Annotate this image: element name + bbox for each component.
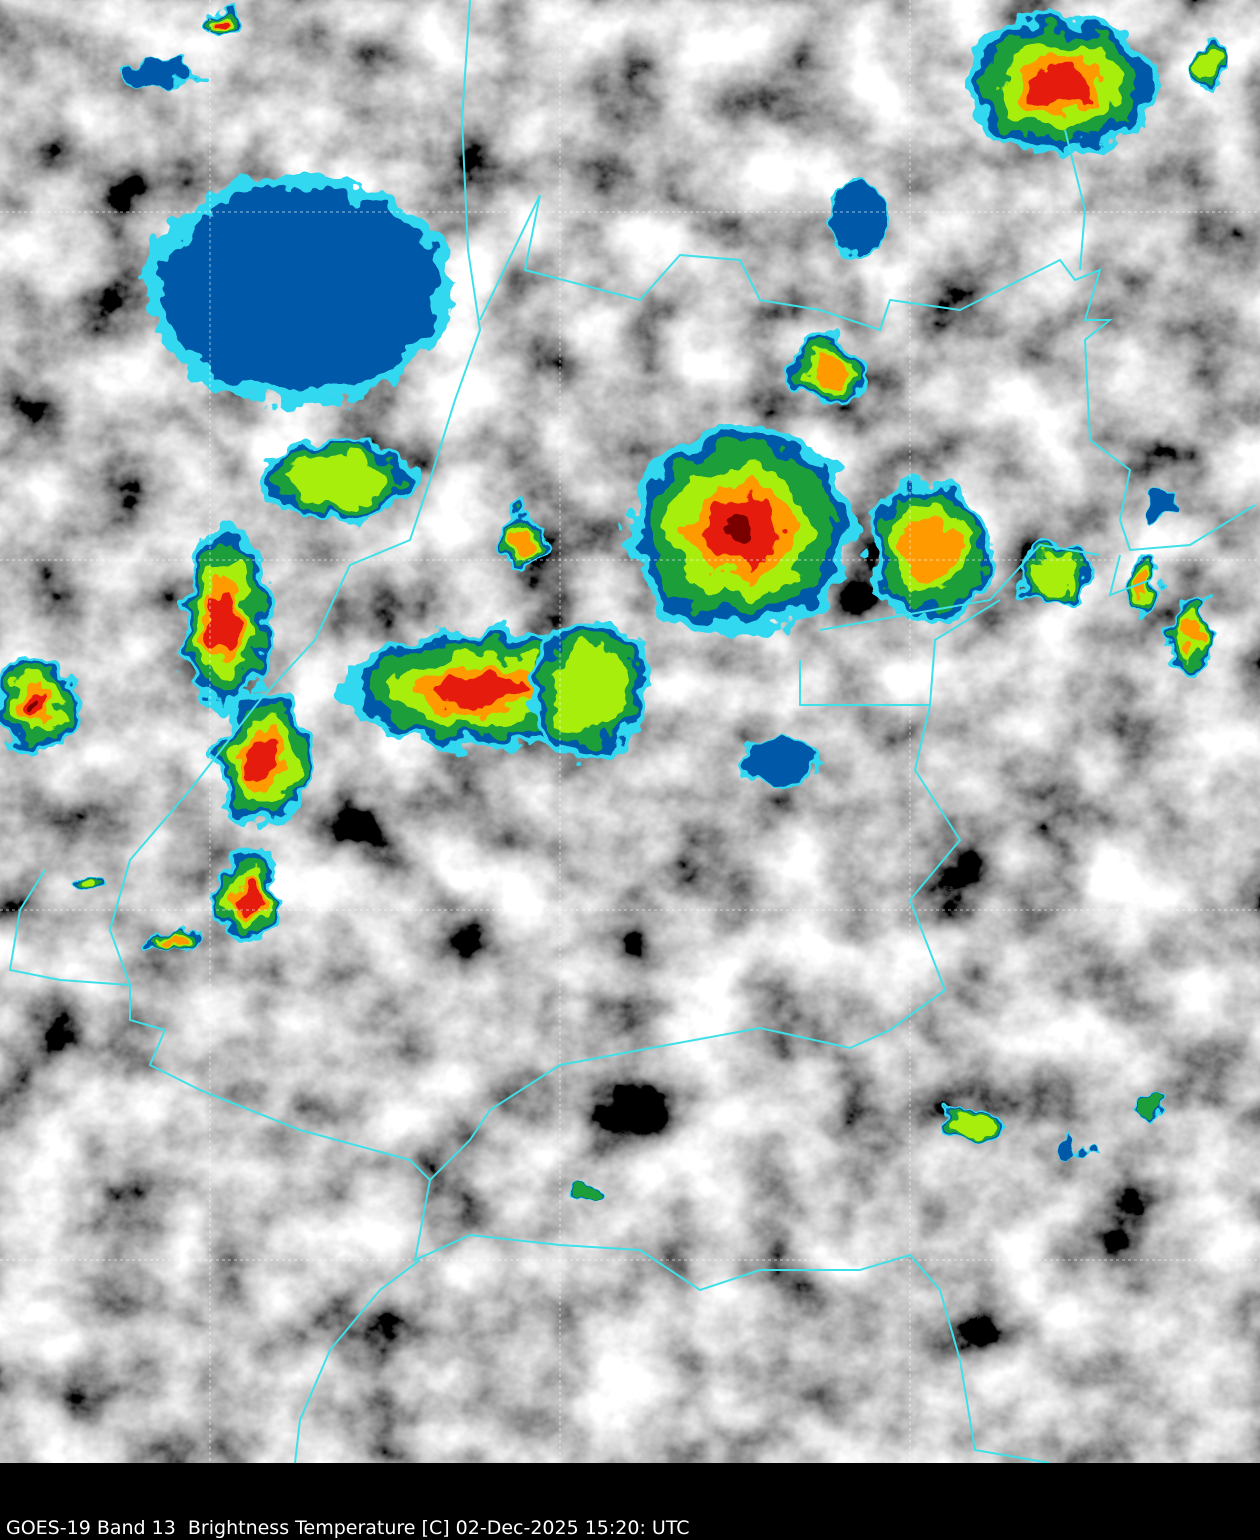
border <box>8 0 482 987</box>
storm-level <box>739 737 821 783</box>
border <box>1064 129 1087 271</box>
storm-level <box>435 671 525 709</box>
storm-level <box>1136 571 1154 599</box>
storm-level <box>833 184 887 256</box>
storm-level <box>237 879 259 911</box>
graticule <box>0 0 1260 1463</box>
border <box>1108 554 1151 597</box>
storm-level <box>1198 41 1222 79</box>
border <box>479 194 1256 552</box>
storm-level <box>29 698 41 712</box>
storm-level <box>79 874 105 890</box>
storm-level <box>218 15 232 29</box>
storm-level <box>812 354 848 386</box>
storm-level <box>249 738 281 782</box>
storm-level <box>160 186 440 394</box>
storm-level <box>575 1188 605 1202</box>
border <box>819 543 1101 631</box>
border <box>413 1179 1051 1464</box>
border <box>129 704 962 1182</box>
storm-level <box>1180 613 1200 651</box>
storm-level <box>902 517 958 583</box>
storm-level <box>552 646 628 734</box>
storm-level <box>293 453 387 507</box>
storm-level <box>1149 483 1171 517</box>
storm-level <box>723 515 757 545</box>
storm-level <box>1032 555 1078 595</box>
caption-bar <box>0 1463 1260 1540</box>
storm-level <box>1138 1100 1162 1120</box>
storm-level <box>1029 62 1091 108</box>
storm-level <box>162 934 188 946</box>
storm-level <box>508 526 532 554</box>
storm-level <box>210 589 240 651</box>
storm-level <box>950 1115 990 1135</box>
storm-level <box>1064 1141 1086 1159</box>
storm-level <box>124 61 196 89</box>
borders <box>8 0 1256 1464</box>
caption: GOES-19 Band 13 Brightness Temperature [… <box>6 1517 690 1539</box>
border <box>294 1259 421 1464</box>
storm-cells <box>0 2 1228 1203</box>
